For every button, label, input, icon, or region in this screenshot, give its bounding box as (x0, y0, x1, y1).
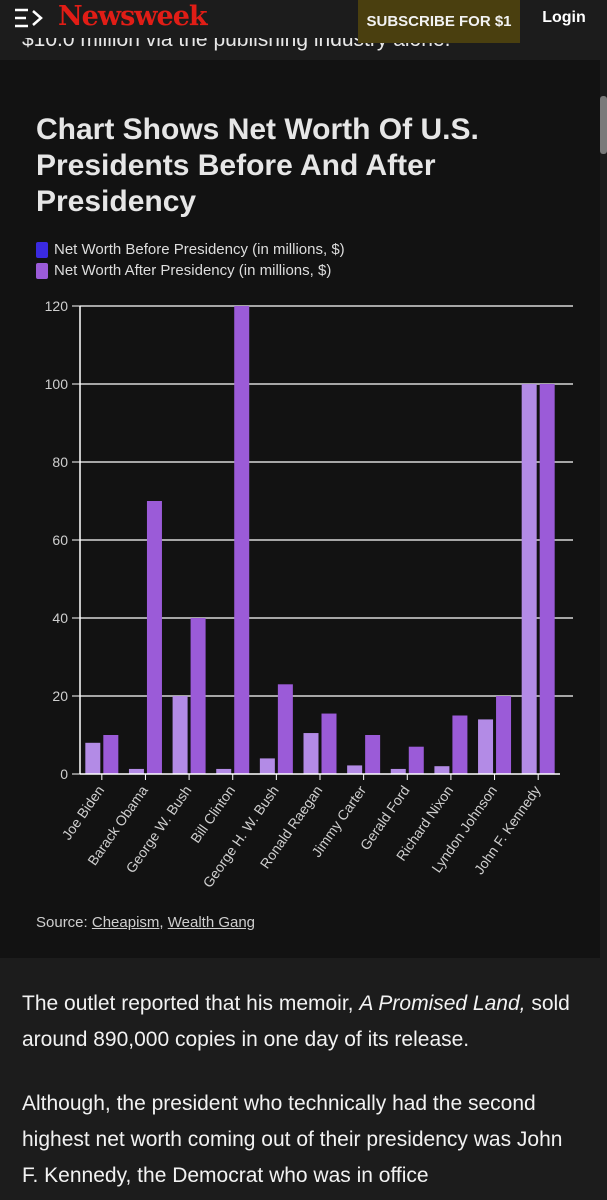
chart-legend: Net Worth Before Presidency (in millions… (36, 239, 345, 281)
y-tick-label: 0 (60, 766, 68, 782)
y-tick-label: 60 (52, 532, 68, 548)
y-tick-label: 20 (52, 688, 68, 704)
source-link-cheapism[interactable]: Cheapism (91, 914, 160, 931)
bar-after (321, 713, 337, 774)
chart-title: Chart Shows Net Worth Of U.S. Presidents… (36, 113, 479, 218)
legend-item-after[interactable]: Net Worth After Presidency (in millions,… (36, 260, 345, 281)
subscribe-button[interactable]: SUBSCRIBE FOR $1 (358, 0, 520, 43)
bar-before (347, 765, 363, 774)
bar-before (434, 766, 450, 774)
bar-after (190, 618, 206, 774)
x-tick-label: George H. W. Bush (200, 783, 282, 891)
bar-before (478, 719, 494, 774)
bar-after (408, 746, 424, 774)
login-button[interactable]: Login (532, 0, 596, 36)
bar-after (103, 735, 119, 774)
y-tick-label: 80 (52, 454, 68, 470)
paragraph-text: The outlet reported that his memoir, (22, 992, 360, 1015)
bar-after (496, 696, 512, 774)
source-link-wealth-gang[interactable]: Wealth Gang (167, 914, 256, 931)
bar-before (216, 768, 232, 774)
bar-before (521, 384, 537, 774)
newsweek-logo[interactable]: Newsweek (58, 1, 208, 32)
legend-label-after: Net Worth After Presidency (in millions,… (54, 262, 332, 279)
menu-arrow-icon[interactable] (14, 7, 46, 29)
bar-before (390, 768, 406, 774)
article-paragraph: The outlet reported that his memoir, A P… (22, 986, 582, 1058)
bar-before (85, 742, 101, 774)
legend-swatch-before (36, 241, 48, 258)
scrollbar-thumb[interactable] (600, 96, 607, 154)
bar-before (172, 696, 188, 774)
source-separator: , (159, 914, 164, 931)
source-label: Source: (36, 914, 88, 931)
bar-after (539, 384, 555, 774)
bar-after (452, 715, 468, 774)
y-tick-label: 120 (45, 298, 69, 314)
legend-label-before: Net Worth Before Presidency (in millions… (54, 241, 345, 258)
y-tick-label: 40 (52, 610, 68, 626)
book-title: A Promised Land, (359, 992, 526, 1015)
paragraph-text-end: sold around 890,000 copies in one day of… (22, 992, 570, 1051)
bar-after (365, 735, 381, 774)
legend-swatch-after (36, 262, 48, 279)
bar-after (277, 684, 293, 774)
bar-before (128, 768, 144, 774)
bar-before (259, 758, 275, 774)
legend-item-before[interactable]: Net Worth Before Presidency (in millions… (36, 239, 345, 260)
x-tick-label: Joe Biden (58, 783, 107, 843)
y-tick-label: 100 (45, 376, 69, 392)
chart-card: Chart Shows Net Worth Of U.S. Presidents… (0, 60, 600, 958)
article-paragraph: Although, the president who technically … (22, 1092, 563, 1187)
chart-source: Source: Cheapism, Wealth Gang (36, 914, 255, 931)
site-header: Newsweek SUBSCRIBE FOR $1 Login (0, 0, 607, 43)
bar-before (303, 733, 319, 774)
bar-after (146, 501, 162, 774)
bar-after (234, 306, 250, 774)
